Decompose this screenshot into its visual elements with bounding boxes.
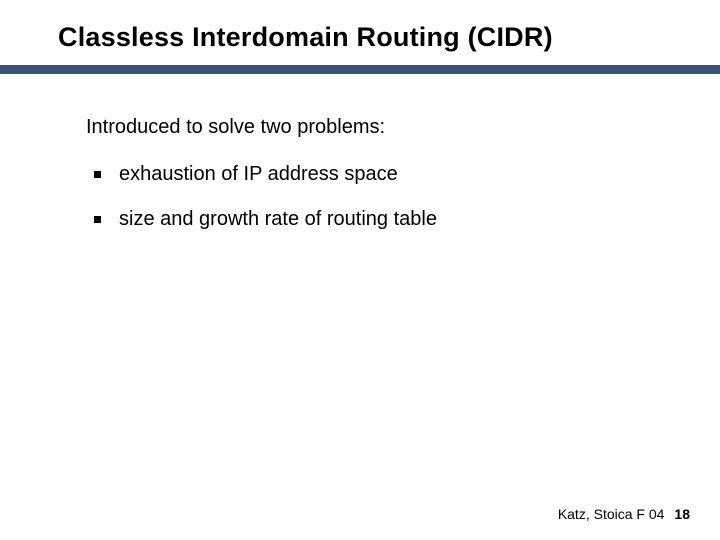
page-number: 18 [674, 506, 690, 522]
bullet-marker-icon [94, 171, 101, 178]
slide-title: Classless Interdomain Routing (CIDR) [0, 0, 720, 53]
bullet-text: exhaustion of IP address space [119, 163, 398, 186]
bullet-text: size and growth rate of routing table [119, 208, 437, 231]
content-area: Introduced to solve two problems: exhaus… [0, 74, 720, 231]
title-underline [0, 65, 720, 74]
list-item: exhaustion of IP address space [94, 163, 720, 186]
slide-footer: Katz, Stoica F 04 18 [558, 506, 690, 522]
intro-text: Introduced to solve two problems: [86, 116, 720, 139]
list-item: size and growth rate of routing table [94, 208, 720, 231]
footer-attribution: Katz, Stoica F 04 [558, 506, 665, 522]
bullet-list: exhaustion of IP address space size and … [86, 163, 720, 231]
bullet-marker-icon [94, 216, 101, 223]
